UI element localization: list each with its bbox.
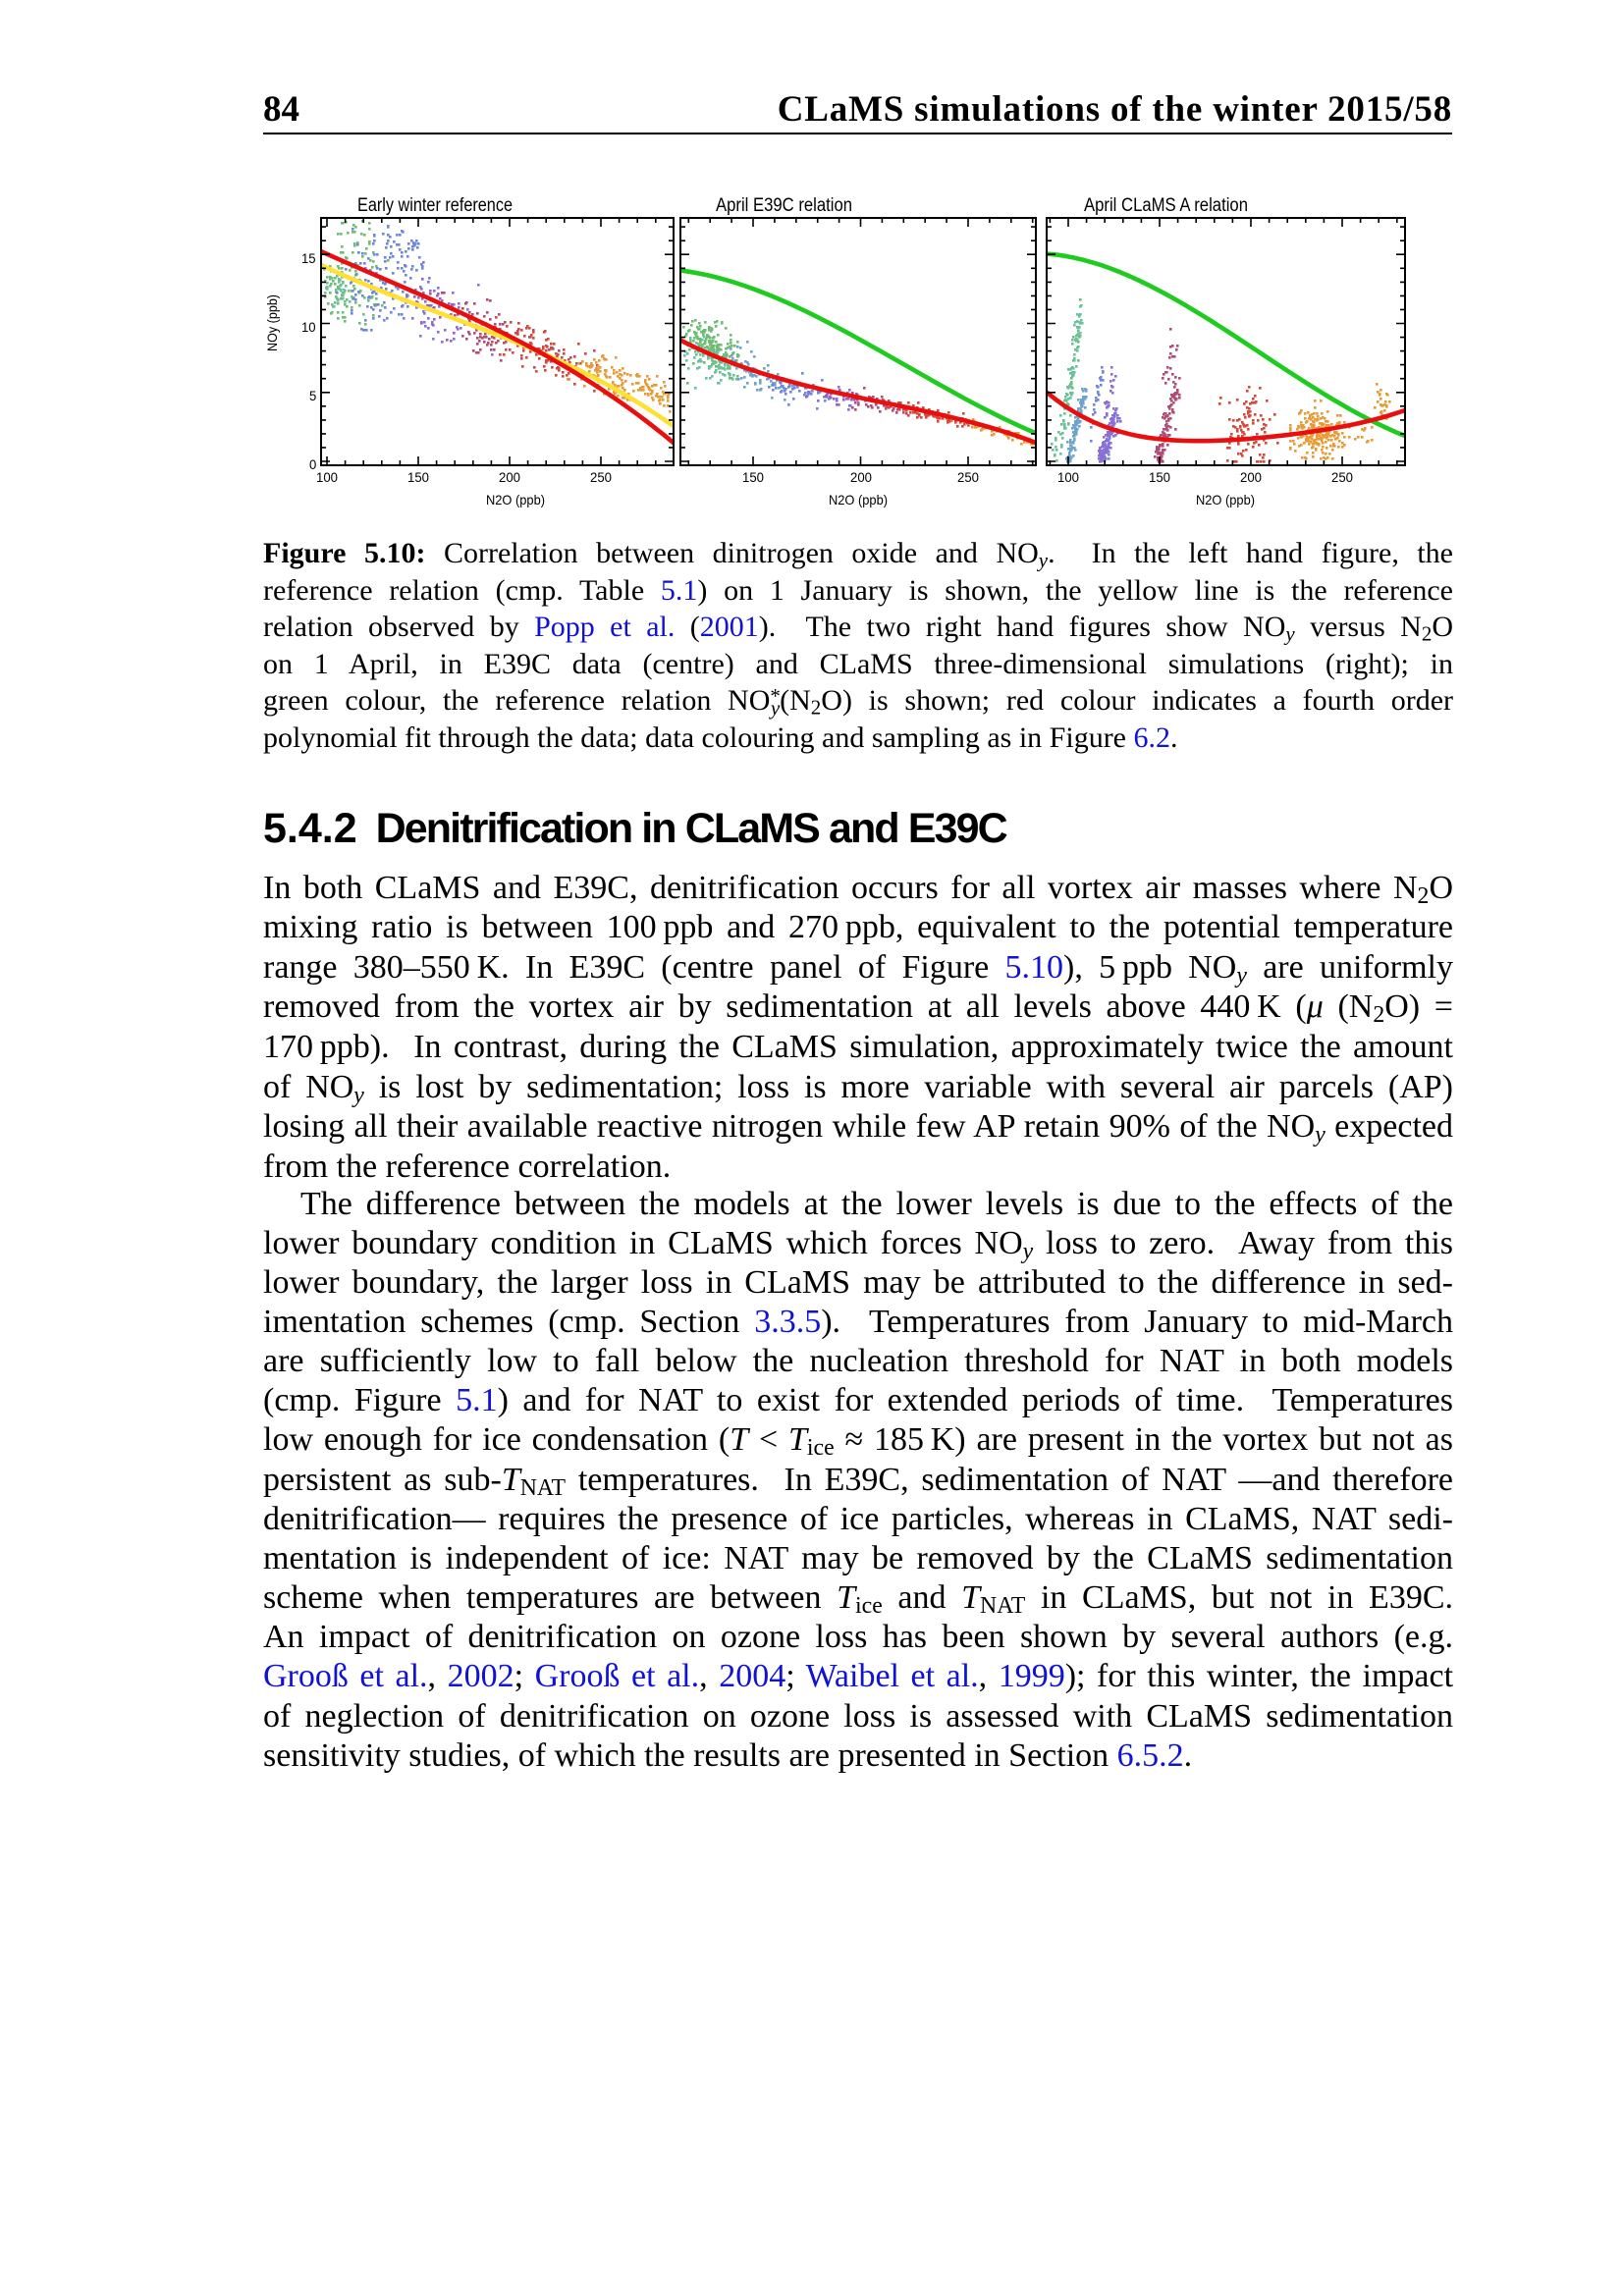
svg-text:N2O (ppb): N2O (ppb)	[1196, 493, 1255, 507]
svg-text:200: 200	[850, 470, 872, 485]
svg-text:250: 250	[1331, 470, 1353, 485]
svg-text:250: 250	[590, 470, 612, 485]
svg-text:100: 100	[316, 470, 338, 485]
svg-text:N2O (ppb): N2O (ppb)	[829, 493, 888, 507]
svg-text:15: 15	[301, 251, 316, 266]
svg-text:Early winter reference: Early winter reference	[357, 195, 513, 216]
svg-text:200: 200	[499, 470, 520, 485]
svg-text:200: 200	[1240, 470, 1262, 485]
svg-text:5: 5	[309, 389, 317, 403]
svg-text:250: 250	[957, 470, 979, 485]
svg-text:0: 0	[309, 457, 317, 472]
svg-text:150: 150	[1149, 470, 1170, 485]
svg-text:100: 100	[1057, 470, 1079, 485]
svg-text:April E39C relation: April E39C relation	[716, 195, 852, 216]
svg-text:N2O (ppb): N2O (ppb)	[486, 493, 545, 507]
svg-text:April CLaMS A relation: April CLaMS A relation	[1084, 195, 1248, 216]
svg-text:10: 10	[301, 320, 316, 335]
svg-text:150: 150	[407, 470, 429, 485]
svg-text:150: 150	[742, 470, 764, 485]
svg-text:NOy (ppb): NOy (ppb)	[265, 294, 280, 351]
